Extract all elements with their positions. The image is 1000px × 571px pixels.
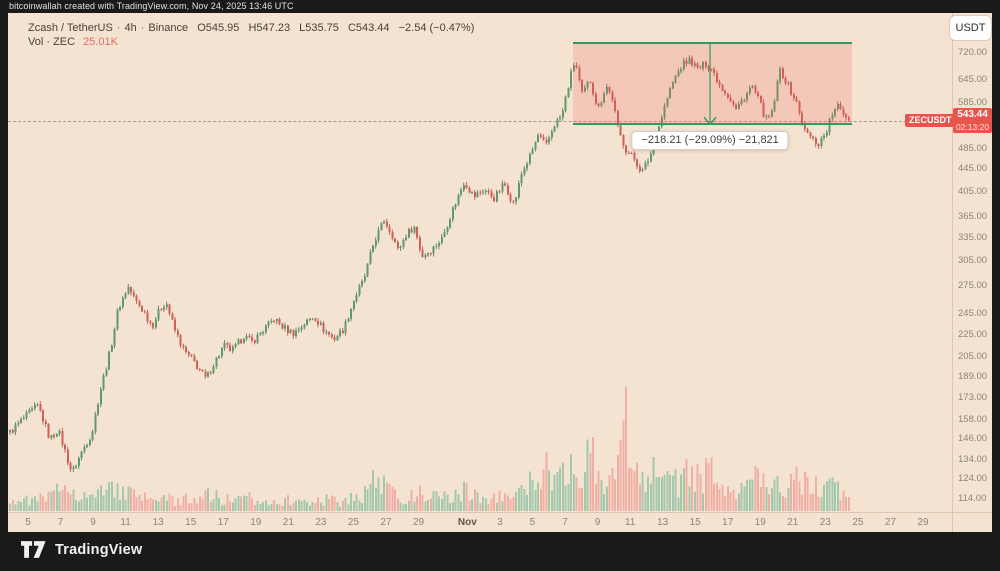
price-axis-label: 158.00 — [958, 414, 988, 426]
time-axis-label: 15 — [689, 517, 701, 528]
time-axis-label: 17 — [217, 517, 229, 528]
time-axis-label: 21 — [282, 517, 294, 528]
last-price-axis-label: 543.44 02:13:20 — [953, 108, 992, 134]
price-axis-label: 275.00 — [958, 279, 988, 291]
range-measurement-text: −218.21 (−29.09%) −21,821 — [641, 134, 779, 147]
price-range-measurement-box[interactable] — [573, 42, 853, 126]
price-axis-label: 189.00 — [958, 370, 988, 382]
legend-separator: · — [140, 22, 145, 34]
range-measurement-tooltip: −218.21 (−29.09%) −21,821 — [631, 131, 789, 151]
ohlc-change: −2.54 (−0.47%) — [398, 22, 475, 34]
time-axis[interactable]: 5 7 9 11 13 15 17 19 21 23 25 27 29 Nov 3 5 7 9 11 13 15 17 19… — [8, 512, 992, 532]
price-axis-label: 720.00 — [958, 47, 988, 59]
time-axis-label: 7 — [562, 517, 568, 528]
price-axis-label: 405.00 — [958, 186, 988, 198]
legend-separator: · — [116, 22, 121, 34]
ohlc-low: L535.75 — [299, 22, 339, 34]
time-axis-label: 11 — [624, 517, 636, 528]
legend-interval[interactable]: 4h — [124, 22, 137, 34]
time-axis-label: 5 — [25, 517, 31, 528]
time-axis-label: 25 — [852, 517, 864, 528]
price-axis-label: 445.00 — [958, 163, 988, 175]
price-axis-label: 335.00 — [958, 232, 988, 244]
time-axis-label: 17 — [722, 517, 734, 528]
legend-exchange[interactable]: Binance — [148, 22, 189, 34]
last-price-line — [8, 121, 952, 122]
candle-countdown: 02:13:20 — [955, 122, 990, 133]
footer-bar: TradingView — [0, 532, 1000, 571]
time-axis-label: 5 — [529, 517, 536, 528]
symbol-price-tag: ZECUSDT — [905, 114, 956, 128]
time-axis-label: 11 — [120, 517, 131, 528]
time-axis-label: 27 — [380, 517, 392, 528]
time-axis-label: 29 — [412, 517, 425, 528]
attribution-text: bitcoinwallah created with TradingView.c… — [9, 1, 294, 11]
price-axis-label: 205.00 — [958, 351, 988, 363]
chart-panel: −218.21 (−29.09%) −21,821 Zcash / Tether… — [8, 13, 992, 532]
price-axis-label: 124.00 — [958, 472, 988, 484]
time-axis-label: Nov — [457, 517, 477, 528]
volume-value: 25.01K — [83, 36, 119, 48]
price-axis[interactable]: 720.00 645.00 585.00 485.00 445.00 405.00 365.… — [952, 13, 992, 532]
time-axis-label: 25 — [347, 517, 360, 528]
price-axis-label: 485.00 — [958, 142, 988, 154]
price-axis-label: 225.00 — [958, 328, 988, 340]
time-axis-label: 13 — [657, 517, 669, 528]
tradingview-logo[interactable]: TradingView — [21, 541, 142, 558]
time-axis-label: 3 — [497, 517, 503, 528]
time-axis-label: 23 — [315, 517, 327, 528]
legend-main-row: Zcash / TetherUS · 4h · Binance O545.95 H547… — [28, 21, 474, 35]
tradingview-logo-icon — [21, 541, 46, 558]
price-axis-label: 114.00 — [958, 493, 987, 505]
price-axis-label: 146.00 — [958, 433, 988, 445]
legend-volume-row: Vol · ZEC 25.01K — [28, 35, 474, 49]
ohlc-open: O545.95 — [197, 22, 240, 34]
price-axis-label: 245.00 — [958, 307, 988, 319]
time-axis-label: 19 — [754, 517, 766, 528]
price-axis-label: 173.00 — [958, 392, 988, 404]
candlestick-chart-canvas[interactable] — [8, 13, 952, 512]
time-axis-label: 15 — [185, 517, 197, 528]
legend-symbol[interactable]: Zcash / TetherUS — [28, 22, 113, 34]
time-axis-label: 19 — [250, 517, 262, 528]
last-price-value: 543.44 — [957, 109, 988, 121]
range-down-arrow-icon — [703, 44, 717, 126]
price-axis-label: 305.00 — [958, 254, 988, 266]
price-axis-label: 585.00 — [958, 97, 988, 109]
time-axis-label: 29 — [917, 517, 929, 528]
price-axis-label: 134.00 — [958, 453, 988, 465]
attribution-bar: bitcoinwallah created with TradingView.c… — [0, 0, 1000, 13]
time-axis-label: 7 — [57, 517, 64, 528]
price-axis-label: 645.00 — [958, 73, 988, 85]
ohlc-close: C543.44 — [347, 22, 390, 34]
volume-label[interactable]: Vol · ZEC — [28, 36, 76, 48]
price-axis-label: 365.00 — [958, 211, 988, 223]
time-axis-label: 9 — [594, 517, 601, 528]
tradingview-wordmark: TradingView — [55, 541, 143, 558]
time-axis-label: 23 — [819, 517, 831, 528]
time-axis-label: 13 — [152, 517, 164, 528]
time-axis-label: 21 — [787, 517, 799, 528]
time-axis-label: 27 — [884, 517, 897, 528]
legend: Zcash / TetherUS · 4h · Binance O545.95 H547… — [28, 21, 474, 49]
time-axis-label: 9 — [90, 517, 96, 528]
ohlc-high: H547.23 — [248, 22, 291, 34]
currency-button[interactable]: USDT — [950, 16, 991, 40]
